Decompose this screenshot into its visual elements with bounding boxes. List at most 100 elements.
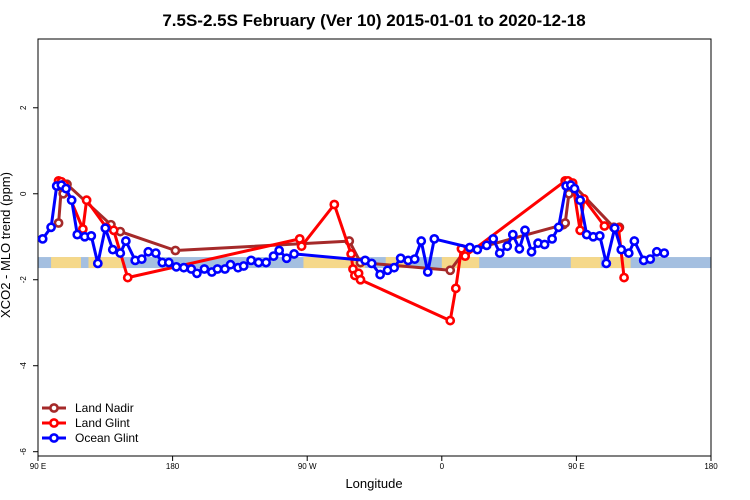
legend-item: Ocean Glint	[42, 431, 139, 445]
data-point	[502, 241, 513, 252]
data-point	[53, 218, 64, 228]
land-band	[570, 257, 601, 269]
legend-item: Land Glint	[42, 416, 130, 430]
land-band	[303, 257, 366, 269]
data-point	[268, 251, 279, 261]
legend-marker	[49, 418, 59, 428]
data-point	[171, 261, 182, 272]
x-tick-label: 0	[440, 462, 445, 471]
data-point	[163, 257, 174, 268]
y-tick-label: 2	[19, 105, 28, 110]
data-point	[569, 183, 580, 194]
x-tick-label: 90 W	[298, 462, 317, 471]
data-point	[72, 229, 83, 240]
data-point	[66, 195, 77, 206]
legend-item: Land Nadir	[42, 401, 134, 415]
data-point	[296, 241, 307, 252]
data-point	[395, 253, 406, 264]
data-point	[507, 229, 518, 240]
data-point	[520, 225, 530, 236]
data-point	[445, 315, 456, 326]
data-point	[539, 239, 550, 250]
legend-label: Land Glint	[75, 416, 130, 430]
data-point	[136, 254, 147, 265]
data-point	[81, 195, 92, 206]
data-point	[616, 244, 627, 255]
data-point	[100, 223, 111, 234]
data-point	[409, 254, 420, 265]
legend-marker	[49, 403, 59, 413]
data-point	[623, 248, 634, 258]
data-point	[261, 257, 271, 268]
y-tick-label: 0	[19, 191, 28, 196]
data-point	[178, 262, 189, 273]
data-point	[375, 269, 386, 280]
data-point	[225, 259, 236, 270]
data-point	[494, 248, 505, 258]
data-point	[472, 244, 483, 255]
data-point	[253, 257, 264, 268]
series-line	[58, 179, 626, 323]
data-point	[429, 234, 440, 244]
data-point	[601, 258, 612, 269]
y-tick-label: -2	[19, 276, 28, 284]
data-point	[120, 236, 131, 246]
data-point	[143, 246, 154, 257]
x-tick-label: 90 E	[30, 462, 46, 471]
data-point	[246, 255, 257, 266]
data-point	[445, 265, 456, 276]
data-point	[609, 223, 620, 234]
data-point	[92, 258, 103, 269]
plot-frame	[37, 38, 712, 457]
data-point	[488, 234, 499, 244]
x-axis-label: Longitude	[345, 476, 402, 491]
data-point	[599, 221, 610, 231]
data-point	[575, 195, 586, 206]
data-point	[594, 230, 605, 241]
data-point	[192, 268, 202, 279]
land-band	[604, 257, 631, 269]
y-tick-label: -4	[19, 362, 28, 370]
data-point	[460, 251, 471, 261]
data-point	[526, 246, 537, 257]
data-point	[329, 199, 340, 210]
data-point	[170, 245, 181, 256]
data-point	[366, 258, 377, 269]
series-land-glint	[53, 175, 629, 326]
x-tick-label: 90 E	[568, 462, 584, 471]
data-point	[619, 272, 629, 283]
data-point	[238, 261, 249, 271]
data-point	[481, 240, 492, 251]
legend-marker	[49, 433, 59, 443]
data-point	[553, 222, 564, 233]
data-point	[289, 249, 300, 259]
data-point	[514, 243, 525, 254]
legend-label: Land Nadir	[75, 401, 134, 415]
series-ocean-glint	[37, 180, 670, 280]
y-axis-label: XCO2 - MLO trend (ppm)	[0, 172, 13, 318]
data-point	[560, 218, 571, 228]
data-point	[651, 246, 662, 257]
data-point	[61, 183, 71, 194]
data-point	[37, 234, 48, 244]
data-point	[450, 283, 461, 294]
data-point	[115, 248, 126, 258]
data-point	[575, 225, 586, 236]
data-point	[645, 254, 656, 265]
x-tick-label: 180	[166, 462, 180, 471]
x-tick-label: 180	[704, 462, 718, 471]
data-point	[86, 230, 97, 241]
data-point	[122, 272, 133, 283]
legend-label: Ocean Glint	[75, 431, 139, 445]
data-point	[199, 264, 210, 274]
chart-title: 7.5S-2.5S February (Ver 10) 2015-01-01 t…	[162, 11, 585, 30]
data-point	[629, 236, 640, 246]
land-band	[51, 257, 81, 269]
y-tick-label: -6	[19, 448, 28, 456]
data-point	[281, 253, 292, 264]
land-band	[88, 257, 123, 269]
data-point	[659, 248, 670, 258]
data-point	[274, 245, 285, 256]
